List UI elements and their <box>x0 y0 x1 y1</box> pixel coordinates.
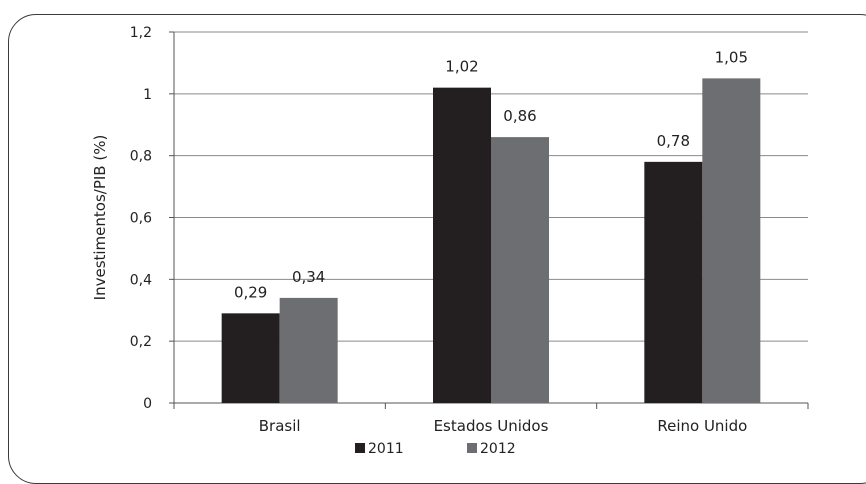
y-tick-label: 1 <box>143 87 152 103</box>
data-label: 1,05 <box>715 48 748 66</box>
bar-2011-0 <box>221 313 280 403</box>
data-label: 0,34 <box>292 268 325 286</box>
y-tick-labels: 0 0,2 0,4 0,6 0,8 1 1,2 <box>130 25 152 412</box>
data-labels: 0,29 0,34 1,02 0,86 0,78 1,05 <box>234 48 748 301</box>
data-label: 0,29 <box>234 283 267 301</box>
y-tick-label: 0 <box>143 396 152 412</box>
bar-2011-2 <box>644 161 703 403</box>
legend-swatch-2012 <box>467 443 477 453</box>
legend-label-2012: 2012 <box>480 441 516 457</box>
data-label: 0,78 <box>657 132 690 150</box>
bar-chart: 0 0,2 0,4 0,6 0,8 1 1,2 Brasil Estados Unidos Re… <box>91 25 809 457</box>
legend-swatch-2011 <box>355 443 365 453</box>
data-label: 0,86 <box>503 107 536 125</box>
data-label: 1,02 <box>445 58 478 76</box>
bars <box>221 78 761 404</box>
bar-2012-0 <box>279 297 338 403</box>
legend-label-2011: 2011 <box>368 441 404 457</box>
y-tick-label: 1,2 <box>130 25 152 41</box>
y-tick-label: 0,8 <box>130 149 152 165</box>
y-tick-label: 0,6 <box>130 211 152 227</box>
y-tick-label: 0,2 <box>130 334 152 350</box>
category-label: Estados Unidos <box>434 417 549 435</box>
bar-2012-1 <box>491 137 549 403</box>
legend: 2011 2012 <box>355 441 516 457</box>
bar-2011-1 <box>433 87 491 404</box>
bar-2012-2 <box>702 78 761 403</box>
category-labels: Brasil Estados Unidos Reino Unido <box>259 417 748 435</box>
category-label: Reino Unido <box>657 417 747 435</box>
y-tick-label: 0,4 <box>130 272 152 288</box>
y-axis-title: Investimentos/PIB (%) <box>91 135 109 301</box>
category-label: Brasil <box>259 417 301 435</box>
